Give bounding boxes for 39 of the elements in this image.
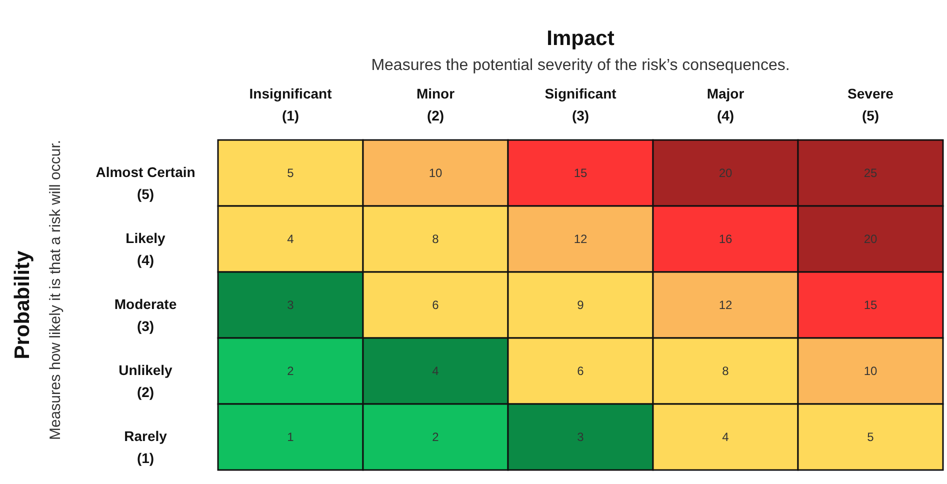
x-tick-label: Significant (3) — [544, 86, 617, 124]
data-label: 3 — [287, 298, 294, 312]
data-label: 2 — [432, 430, 440, 444]
data-label: 8 — [722, 364, 730, 378]
data-label: 4 — [287, 232, 294, 246]
data-label: 8 — [432, 232, 440, 246]
x-tick-label: Minor (2) — [416, 86, 456, 124]
y-tick-label: Likely (4) — [126, 230, 166, 268]
y-tick-label: Almost Certain (5) — [96, 164, 196, 202]
data-label: 15 — [864, 298, 878, 312]
data-label: 10 — [864, 364, 878, 378]
data-label: 25 — [864, 166, 878, 180]
data-label: 1 — [287, 430, 294, 444]
data-label: 15 — [574, 166, 588, 180]
y-tick-label: Unlikely (2) — [118, 362, 173, 400]
data-label: 5 — [287, 166, 294, 180]
x-tick-label: Major (4) — [706, 86, 745, 124]
x-tick-label: Severe (5) — [848, 86, 894, 124]
data-label: 12 — [574, 232, 588, 246]
data-label: 20 — [718, 166, 732, 180]
chart-title: Impact — [546, 27, 614, 50]
y-axis-title: Probability — [11, 250, 34, 360]
data-label: 5 — [867, 430, 874, 444]
data-label: 20 — [864, 232, 878, 246]
data-label: 6 — [577, 364, 584, 378]
data-label: 9 — [577, 298, 584, 312]
data-label: 12 — [718, 298, 732, 312]
data-label: 6 — [432, 298, 440, 312]
text: Measures how likely it is that a risk will occur. — [47, 140, 64, 440]
data-label: 10 — [428, 166, 442, 180]
chart-subtitle: Measures the potential severity of the risk’s consequences. — [371, 57, 790, 74]
data-label: 16 — [718, 232, 732, 246]
y-tick-label: Moderate (3) — [114, 296, 177, 334]
data-label: 4 — [432, 364, 440, 378]
x-tick-label: Insignificant (1) — [249, 86, 332, 124]
data-label: 3 — [577, 430, 584, 444]
data-label: 2 — [287, 364, 294, 378]
y-tick-label: Rarely (1) — [124, 428, 168, 466]
data-label: 4 — [722, 430, 730, 444]
